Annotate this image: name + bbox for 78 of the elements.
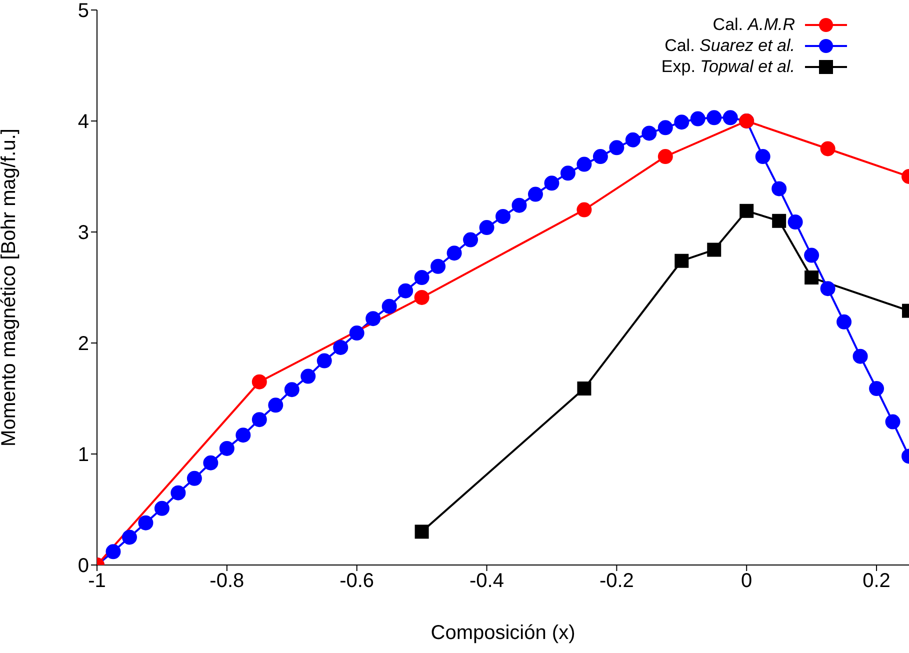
point	[560, 166, 576, 181]
legend-label: Cal. Suarez et al.	[664, 36, 795, 56]
y-tick-label: 1	[78, 444, 89, 466]
point	[252, 374, 267, 390]
point	[252, 412, 267, 428]
point	[674, 114, 690, 130]
point	[592, 149, 608, 164]
point	[203, 455, 218, 470]
point	[122, 530, 137, 545]
point	[414, 524, 429, 539]
point	[658, 149, 673, 164]
point	[722, 110, 738, 126]
point	[642, 126, 657, 141]
point	[755, 149, 770, 164]
y-tick-label: 3	[78, 222, 89, 244]
point	[852, 348, 868, 364]
y-tick-label: 5	[78, 0, 89, 22]
point	[804, 270, 819, 285]
legend-label: Cal. A.M.R	[712, 14, 795, 34]
point	[186, 470, 202, 486]
point	[788, 214, 803, 230]
x-axis-title: Composición (x)	[430, 622, 576, 644]
point	[512, 198, 527, 213]
point	[382, 298, 397, 314]
point	[300, 368, 316, 384]
x-tick-label: 0.2	[862, 570, 890, 592]
legend-label: Exp. Topwal et al.	[661, 56, 795, 76]
point	[138, 515, 154, 530]
point	[496, 208, 510, 224]
point	[446, 246, 462, 261]
point	[430, 258, 446, 274]
x-tick-label: -1	[88, 570, 106, 592]
point	[414, 270, 430, 286]
point	[528, 186, 543, 202]
point	[349, 326, 364, 341]
y-tick-label: 4	[78, 111, 89, 134]
point	[463, 232, 478, 248]
x-tick-label: -0.6	[340, 570, 374, 592]
y-tick-label: 2	[78, 333, 89, 356]
point	[869, 381, 884, 396]
point	[316, 353, 332, 368]
point	[236, 428, 251, 443]
point	[576, 156, 592, 172]
point	[658, 120, 673, 136]
point	[740, 204, 754, 218]
point	[820, 281, 836, 296]
point	[479, 220, 494, 236]
y-axis-title: Momento magnético [Bohr mag/f.u.]	[0, 128, 20, 446]
point	[772, 181, 787, 196]
point	[609, 140, 624, 156]
point	[836, 314, 852, 330]
point	[885, 414, 900, 430]
point	[268, 398, 284, 413]
point	[804, 248, 820, 263]
point	[577, 382, 592, 396]
point	[690, 111, 706, 126]
point	[707, 242, 722, 257]
point	[366, 311, 381, 326]
point	[820, 141, 836, 156]
y-tick-label: 0	[78, 555, 89, 578]
point	[544, 176, 560, 191]
point	[219, 440, 234, 456]
point	[414, 290, 430, 305]
point	[154, 500, 170, 516]
point	[706, 110, 722, 126]
x-tick-label: -0.4	[470, 570, 504, 592]
point	[106, 544, 121, 560]
x-tick-label: -0.8	[210, 570, 244, 592]
point	[398, 283, 414, 298]
x-tick-label: 0	[741, 570, 752, 592]
point	[333, 340, 348, 355]
point	[772, 214, 786, 228]
point	[674, 254, 689, 268]
point	[284, 382, 300, 398]
point	[576, 202, 592, 218]
point	[170, 485, 186, 500]
x-tick-label: -0.2	[599, 570, 634, 592]
point	[625, 132, 640, 148]
